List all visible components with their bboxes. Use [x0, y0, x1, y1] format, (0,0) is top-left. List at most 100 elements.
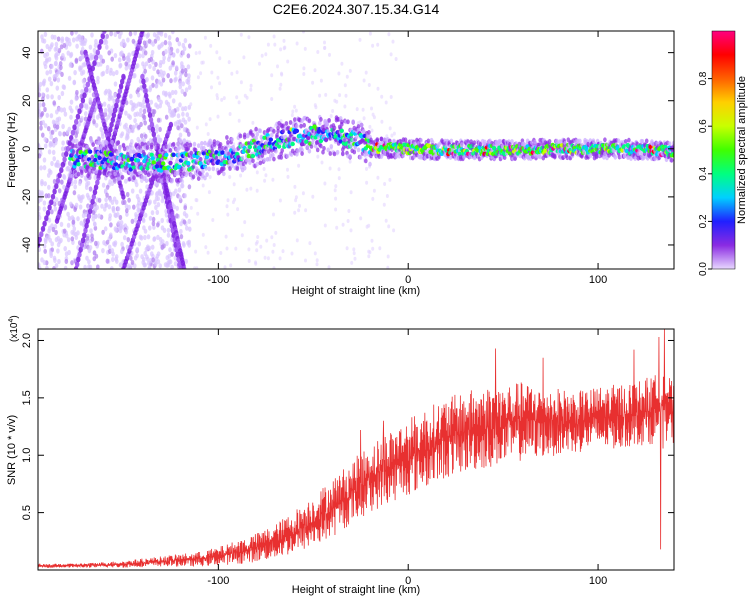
- noise-speck: [45, 112, 50, 118]
- noise-speck: [93, 42, 98, 49]
- ridge-halo: [616, 138, 621, 144]
- streak-dot: [59, 167, 64, 174]
- noise-speck: [282, 38, 286, 43]
- ridge-halo: [315, 147, 320, 153]
- noise-speck: [290, 113, 294, 118]
- ridge-halo: [218, 155, 223, 161]
- ridge-halo: [71, 149, 76, 155]
- noise-speck: [89, 228, 93, 234]
- noise-speck: [121, 199, 125, 206]
- ridge-halo: [77, 141, 82, 147]
- streak-dot: [38, 236, 42, 243]
- noise-speck: [46, 126, 51, 132]
- noise-speck: [148, 199, 152, 205]
- noise-speck: [57, 188, 62, 194]
- ridge-halo: [242, 165, 247, 171]
- ridge-halo: [205, 172, 209, 178]
- noise-speck: [94, 38, 98, 45]
- figure-title: C2E6.2024.307.15.34.G14: [273, 1, 440, 17]
- ridge-halo: [226, 140, 230, 145]
- noise-speck: [370, 106, 373, 111]
- ridge-halo: [200, 141, 204, 146]
- ridge-halo: [570, 151, 575, 157]
- streak-dot: [79, 242, 85, 248]
- ridge-halo: [299, 123, 303, 129]
- noise-speck: [129, 255, 133, 261]
- noise-speck: [38, 205, 41, 212]
- ridge-core: [267, 141, 272, 146]
- ridge-core: [257, 145, 262, 150]
- ridge-halo: [319, 117, 323, 122]
- ridge-halo: [110, 139, 114, 145]
- noise-speck: [70, 260, 74, 266]
- noise-speck: [333, 98, 337, 103]
- ridge-halo: [179, 177, 183, 183]
- noise-speck: [38, 109, 41, 115]
- noise-speck: [62, 131, 66, 137]
- noise-speck: [88, 44, 93, 50]
- streak-dot: [45, 209, 51, 216]
- noise-speck: [127, 128, 132, 134]
- noise-speck: [371, 246, 375, 251]
- ridge-halo: [144, 178, 149, 184]
- noise-speck: [165, 240, 169, 247]
- noise-speck: [124, 203, 129, 209]
- noise-speck: [358, 37, 362, 42]
- noise-speck: [113, 92, 117, 99]
- noise-speck: [92, 119, 96, 125]
- snr-panel: -100 0 100 0.5 1.0 1.5 2.0 Height of straight…: [6, 315, 675, 596]
- noise-speck: [247, 247, 251, 252]
- noise-speck: [167, 253, 172, 259]
- noise-speck: [48, 237, 52, 243]
- colorbar-tick-label: 0.0: [698, 262, 709, 276]
- noise-speck: [207, 190, 211, 195]
- streak-dot: [44, 215, 49, 222]
- noise-speck: [124, 100, 129, 106]
- noise-speck: [242, 55, 246, 60]
- streak-dot: [84, 222, 89, 229]
- streak-dot: [143, 88, 148, 95]
- noise-speck: [143, 68, 147, 74]
- noise-speck: [210, 70, 214, 75]
- noise-speck: [200, 60, 204, 65]
- noise-speck: [42, 259, 47, 265]
- ridge-halo: [165, 170, 170, 176]
- ridge-core: [323, 137, 329, 142]
- noise-speck: [176, 113, 181, 119]
- noise-speck: [157, 44, 161, 51]
- noise-speck: [74, 31, 78, 35]
- noise-speck: [316, 154, 320, 159]
- noise-speck: [58, 61, 63, 67]
- noise-speck: [62, 184, 66, 190]
- streak-dot: [100, 33, 106, 40]
- noise-speck: [48, 69, 53, 75]
- ridge-halo: [636, 151, 641, 156]
- noise-speck: [67, 75, 72, 81]
- colorbar-tick-label: 0.6: [698, 119, 709, 133]
- noise-speck: [112, 98, 117, 104]
- noise-speck: [69, 201, 73, 207]
- noise-speck: [376, 175, 380, 180]
- noise-speck: [81, 69, 86, 75]
- noise-speck: [368, 250, 372, 255]
- noise-speck: [249, 83, 253, 88]
- streak-dot: [40, 225, 46, 232]
- noise-speck: [156, 259, 161, 265]
- noise-speck: [138, 234, 143, 240]
- noise-speck: [173, 77, 177, 83]
- noise-speck: [66, 237, 71, 243]
- ridge-halo: [343, 138, 347, 144]
- noise-speck: [102, 101, 107, 107]
- noise-speck: [362, 78, 366, 83]
- noise-speck: [161, 59, 166, 65]
- noise-speck: [255, 248, 259, 253]
- noise-speck: [78, 204, 83, 210]
- streak-dot: [109, 121, 114, 128]
- noise-speck: [64, 233, 69, 239]
- noise-speck: [109, 31, 114, 37]
- noise-speck: [45, 70, 49, 76]
- noise-speck: [130, 188, 135, 194]
- noise-speck: [171, 31, 175, 35]
- spectrogram-x-ticks: -100 0 100: [207, 31, 607, 286]
- noise-speck: [384, 218, 388, 223]
